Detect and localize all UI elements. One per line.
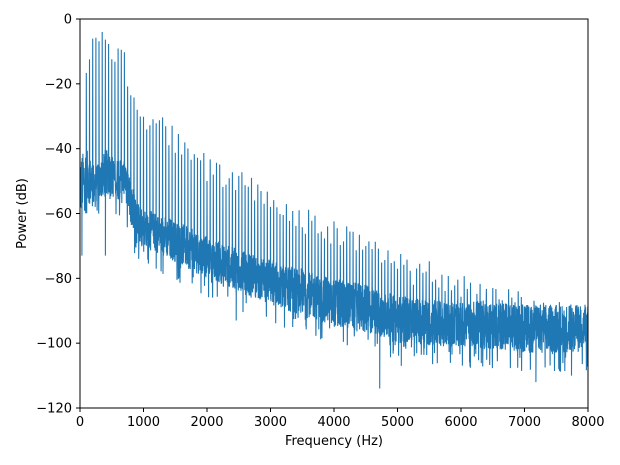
x-tick-label: 7000 <box>508 415 541 430</box>
x-tick-label: 0 <box>76 415 84 430</box>
spectrum-line <box>79 31 589 389</box>
x-tick-label: 8000 <box>571 415 604 430</box>
x-tick-label: 6000 <box>444 415 477 430</box>
x-axis-ticks: 0 1000 2000 3000 4000 5000 6000 7000 8000 <box>76 408 605 430</box>
y-tick-label: −120 <box>36 402 72 417</box>
y-tick-label: −40 <box>45 142 72 157</box>
x-tick-label: 1000 <box>127 415 160 430</box>
x-tick-label: 2000 <box>190 415 223 430</box>
x-axis-label: Frequency (Hz) <box>285 434 383 449</box>
y-axis-ticks: 0 −20 −40 −60 −80 −100 −120 <box>36 13 80 417</box>
y-tick-label: −20 <box>45 77 72 92</box>
y-tick-label: −100 <box>36 337 72 352</box>
x-tick-label: 3000 <box>254 415 287 430</box>
y-tick-label: −80 <box>45 272 72 287</box>
y-tick-label: 0 <box>64 13 72 28</box>
y-axis-label: Power (dB) <box>15 178 30 249</box>
y-tick-label: −60 <box>45 207 72 222</box>
plot-area <box>79 31 589 389</box>
x-tick-label: 4000 <box>317 415 350 430</box>
x-tick-label: 5000 <box>381 415 414 430</box>
